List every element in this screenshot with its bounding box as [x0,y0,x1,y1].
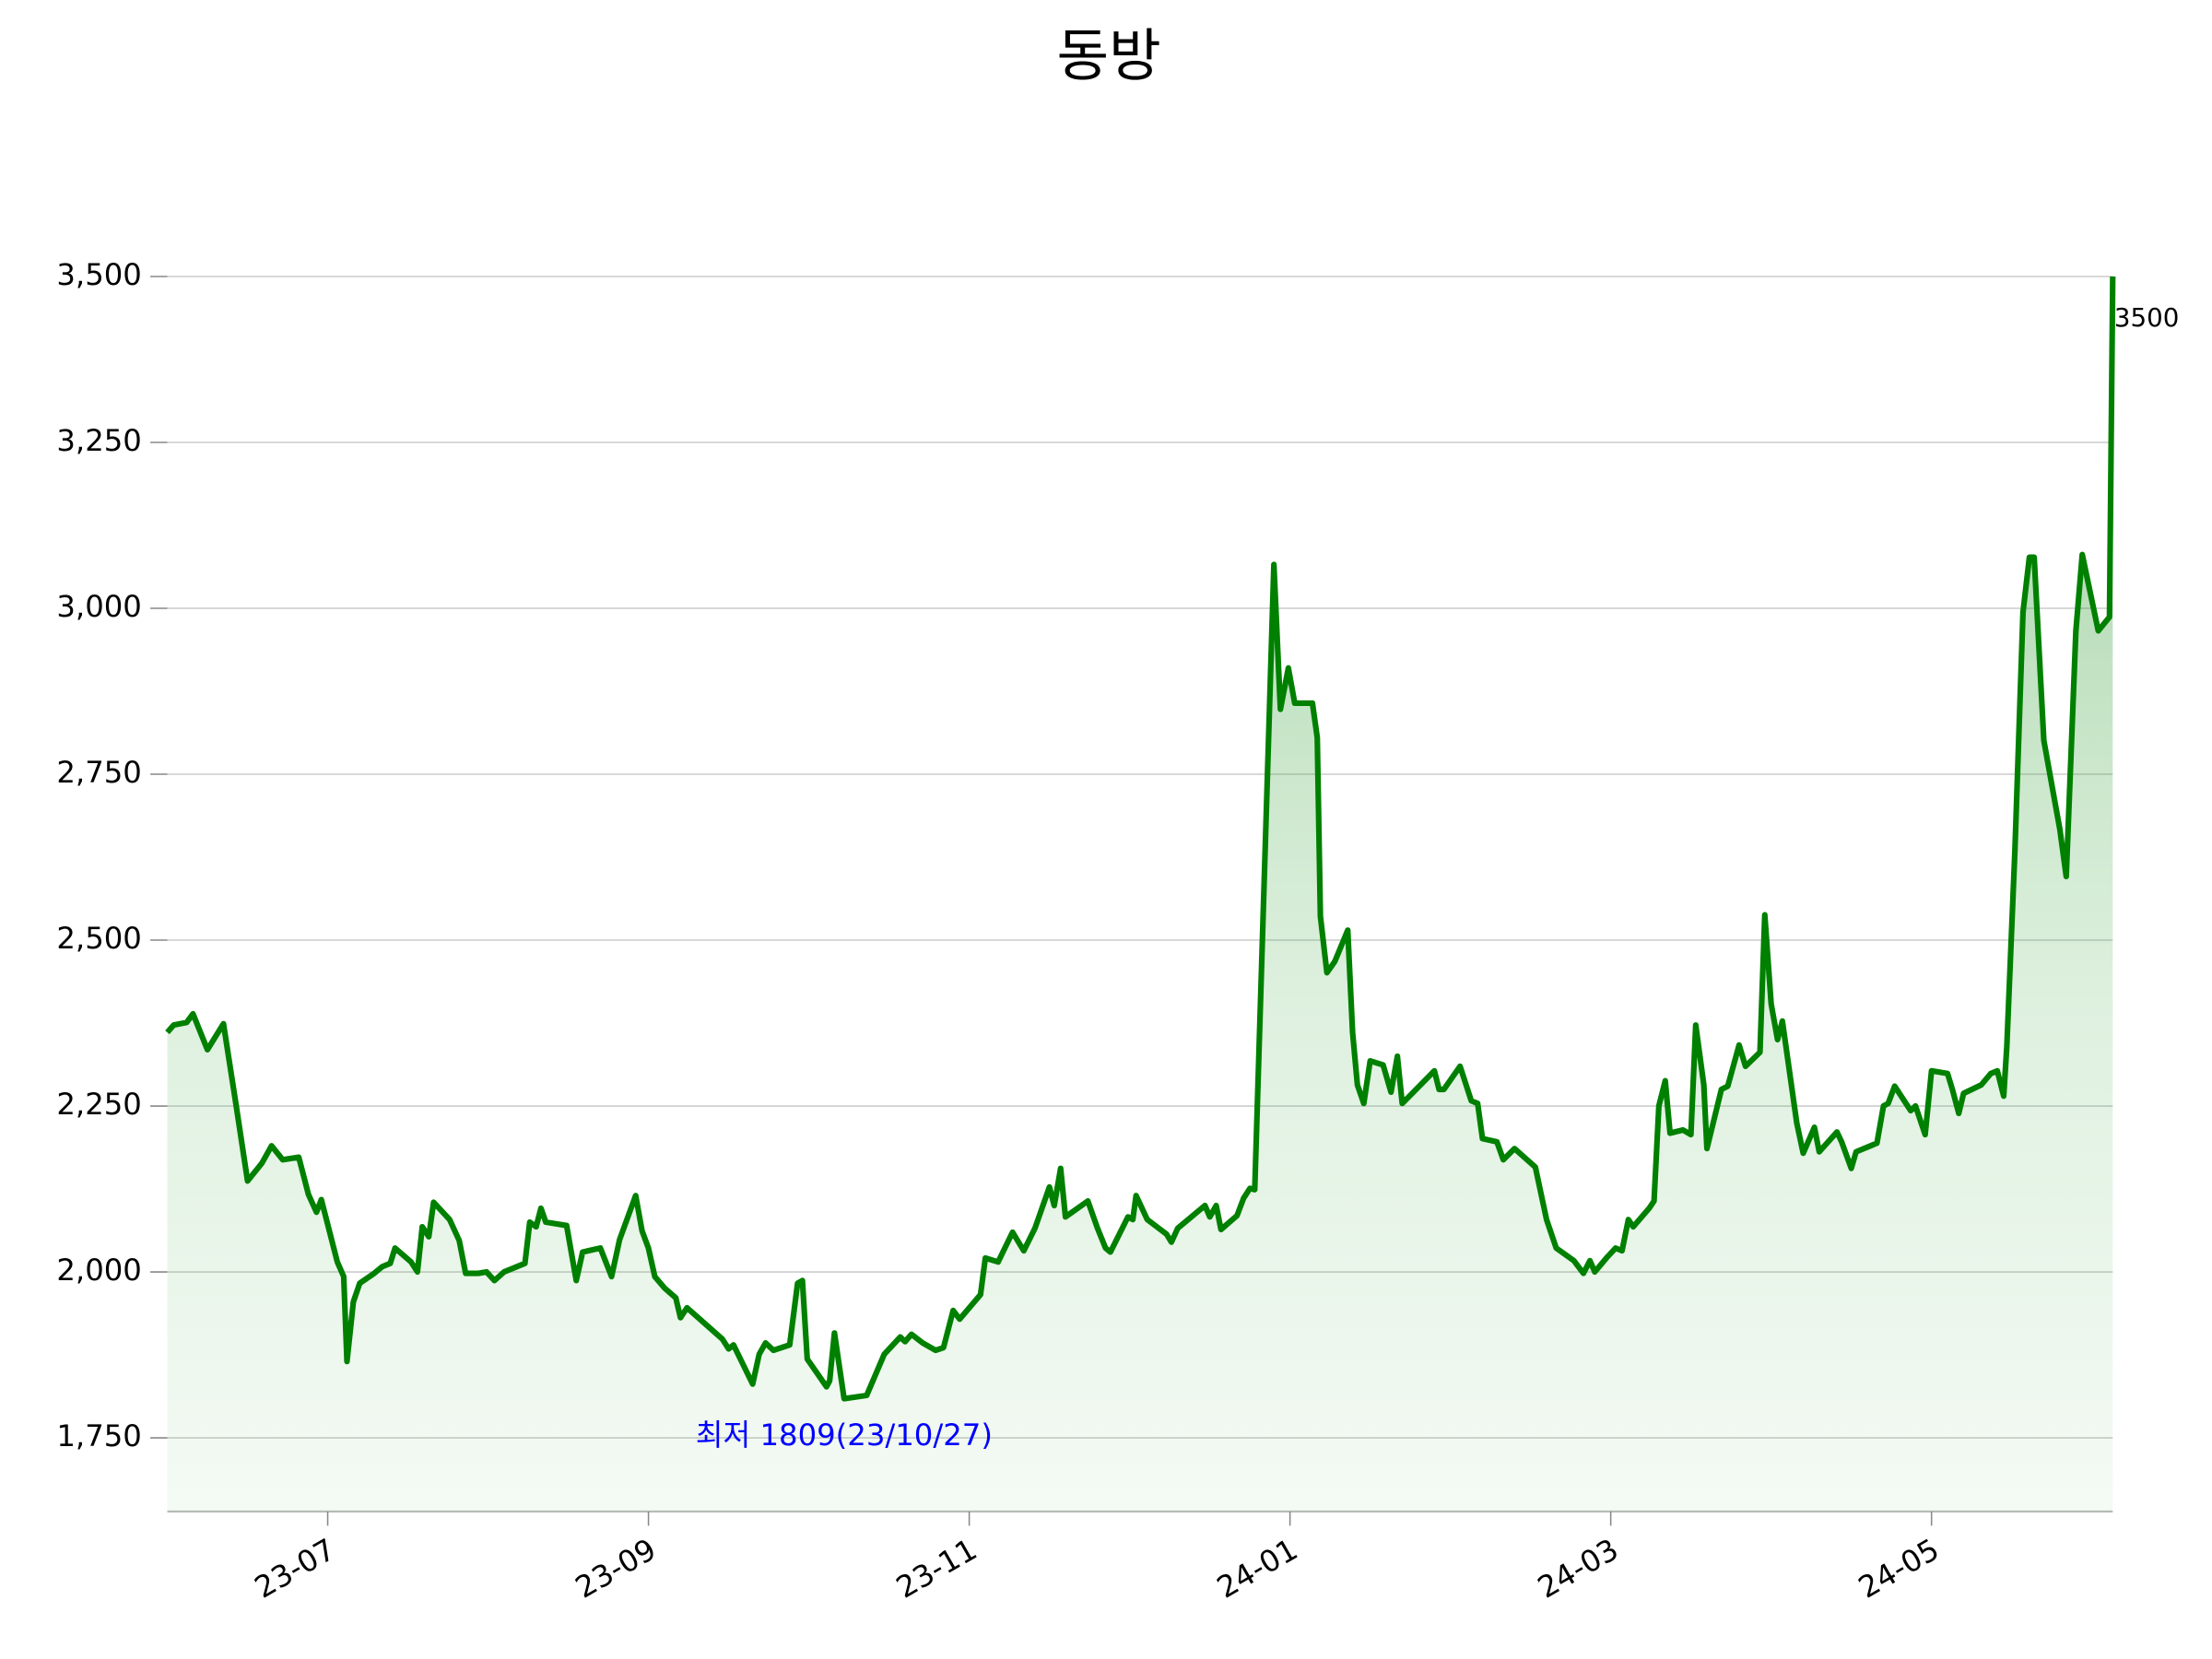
y-tick-label: 1,750 [56,1418,141,1453]
x-tick-label: 24-05 [1853,1532,1945,1606]
area [167,276,2113,1512]
y-tick-label: 2,750 [56,755,141,790]
x-tick-label: 23-11 [890,1532,982,1606]
y-tick-label: 3,000 [56,589,141,624]
x-tick-label: 24-01 [1211,1532,1303,1606]
line [165,276,2116,1402]
y-tick-label: 2,500 [56,921,141,956]
x-tick-label: 23-07 [249,1532,341,1606]
chart-title: 동방 [1056,23,1160,89]
x-tick-label: 23-09 [570,1532,662,1606]
last-annotation: 3500 [2114,302,2179,333]
min-annotation: 최저 1809(23/10/27) [696,1418,993,1453]
y-tick-label: 3,250 [56,423,141,458]
y-tick-label: 3,500 [56,257,141,292]
x-tick-label: 24-03 [1532,1532,1624,1606]
y-tick-label: 2,250 [56,1087,141,1122]
y-tick-label: 2,000 [56,1253,141,1288]
